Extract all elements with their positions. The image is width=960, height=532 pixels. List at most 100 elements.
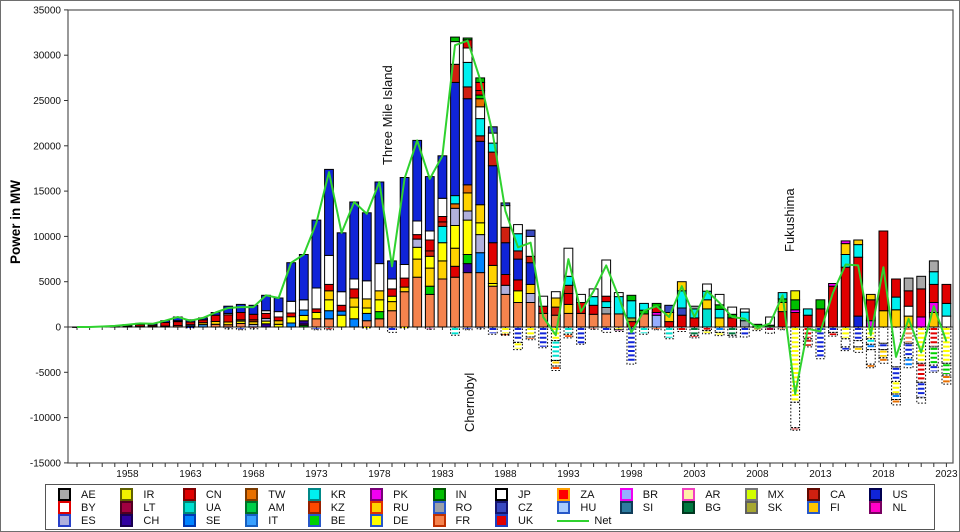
svg-text:2018: 2018 [872,469,895,479]
legend-item-ua: UA [182,501,245,514]
color-swatch [245,501,259,514]
legend-column: AE BY ES [58,488,120,527]
legend-item-ro: RO [432,501,495,514]
legend-label: TW [268,488,286,501]
legend-label: AM [268,501,285,514]
legend-item-ae: AE [58,488,120,501]
legend-item-us: US [869,488,931,501]
color-swatch [245,514,259,527]
legend-column: IR LT CH [120,488,182,527]
color-swatch [744,501,758,514]
legend-label: SI [642,501,654,514]
legend-label: CN [205,488,222,501]
legend-column: AR BG [682,488,744,527]
legend-item-uk: UK [494,514,557,527]
legend-column: PK RU DE [370,488,432,527]
legend-item-pk: PK [370,488,432,501]
legend-label: FI [830,501,840,514]
svg-text:10000: 10000 [33,232,61,243]
svg-text:1983: 1983 [431,469,454,479]
svg-text:-10000: -10000 [30,413,62,424]
legend-label: CZ [517,501,533,514]
color-swatch [494,514,508,527]
color-swatch [494,488,508,501]
color-swatch [557,501,571,514]
color-swatch [807,488,821,501]
svg-text:1973: 1973 [305,469,328,479]
svg-text:1978: 1978 [368,469,391,479]
svg-text:2023: 2023 [935,469,958,479]
legend-label: BY [81,501,96,514]
legend-item-cn: CN [182,488,245,501]
legend-item-hu: HU [557,501,619,514]
legend-item-am: AM [245,501,307,514]
legend-label: DE [393,514,409,527]
legend-item-in: IN [432,488,495,501]
color-swatch [432,501,446,514]
legend-item-sk: SK [744,501,807,514]
svg-text:-5000: -5000 [35,368,61,379]
color-swatch [432,514,446,527]
legend-label: AR [705,488,721,501]
legend-item-jp: JP [494,488,557,501]
legend-label: RO [455,501,473,514]
legend-label: FR [455,514,471,527]
color-swatch [869,501,883,514]
legend-item-ru: RU [370,501,432,514]
svg-text:1958: 1958 [116,469,139,479]
color-swatch [682,501,696,514]
legend-item-mx: MX [744,488,807,501]
svg-text:1988: 1988 [494,469,517,479]
legend-label: IN [455,488,467,501]
color-swatch [58,514,71,527]
color-swatch [307,488,321,501]
legend-item-kz: KZ [307,501,370,514]
y-axis: 35000 30000 25000 20000 15000 10000 5000 0 -5000… [30,5,68,469]
legend-label: CA [830,488,846,501]
svg-text:1998: 1998 [620,469,643,479]
legend-label: HU [580,501,597,514]
legend-item-de: DE [370,514,432,527]
legend-item-es: ES [58,514,120,527]
legend-item-it: IT [245,514,307,527]
legend-label: KZ [330,501,345,514]
legend-label: BE [330,514,346,527]
legend-item-si: SI [619,501,682,514]
legend-label: IR [143,488,155,501]
svg-text:25000: 25000 [33,96,61,107]
legend-item-by: BY [58,501,120,514]
net-line [77,39,948,395]
legend-label: SK [767,501,783,514]
legend-label: PK [393,488,408,501]
legend-label: BG [705,501,722,514]
color-swatch [619,501,633,514]
svg-text:1963: 1963 [179,469,202,479]
color-swatch [120,501,134,514]
legend-item-se: SE [182,514,245,527]
color-swatch [307,514,321,527]
legend-label: ES [81,514,96,527]
svg-text:2013: 2013 [809,469,832,479]
color-swatch [557,488,571,501]
annotation-fukushima: Fukushima [782,188,797,252]
legend-item-za: ZA [557,488,619,501]
legend-item-ca: CA [807,488,869,501]
color-swatch [182,501,196,514]
legend-item-nl: NL [869,501,931,514]
legend-column: ZA HU Net [557,488,619,527]
svg-text:20000: 20000 [33,141,61,152]
legend-column: IN RO FR [432,488,495,527]
color-swatch [432,488,446,501]
legend-item-ch: CH [120,514,182,527]
legend-item-ar: AR [682,488,744,501]
legend-column: MX SK [744,488,807,527]
legend-item-be: BE [307,514,370,527]
legend-column: KR KZ BE [307,488,370,527]
svg-text:2003: 2003 [683,469,706,479]
color-swatch [58,501,71,514]
legend-label: UK [517,514,534,527]
legend-item-fr: FR [432,514,495,527]
bars [72,36,952,431]
legend-label: CH [143,514,160,527]
color-swatch [682,488,696,501]
